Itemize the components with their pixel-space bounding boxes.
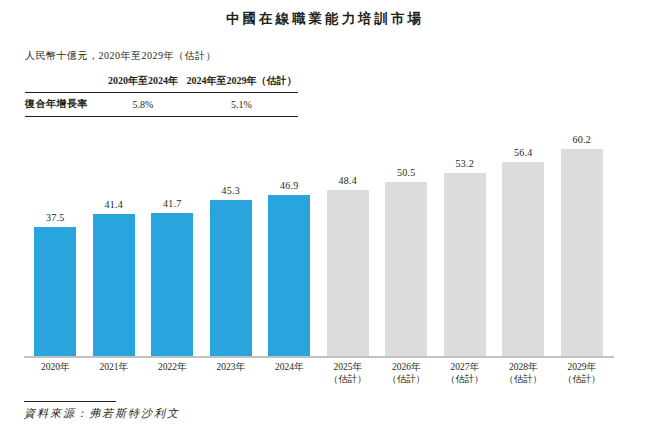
bar-historical (210, 200, 252, 356)
prospectus-chart-page: 中國在線職業能力培訓市場 人民幣十億元，2020年至2029年（估計） 2020… (0, 0, 650, 432)
cagr-table-header-row: 2020年至2024年 2024年至2029年（估計） (25, 70, 298, 93)
bar-value-label: 41.7 (163, 198, 182, 209)
page-title: 中國在線職業能力培訓市場 (0, 10, 650, 28)
bar-column: 56.4 (494, 126, 553, 356)
x-axis-line (24, 356, 614, 358)
bar-column: 50.5 (377, 126, 436, 356)
bar-estimated (444, 173, 486, 356)
cagr-table-data-row: 復合年增長率 5.8% 5.1% (25, 93, 298, 117)
cagr-value-2020-2024: 5.8% (101, 99, 185, 110)
cagr-table: 2020年至2024年 2024年至2029年（估計） 復合年增長率 5.8% … (25, 70, 298, 117)
bar-value-label: 60.2 (572, 134, 591, 145)
bar-value-label: 56.4 (514, 147, 533, 158)
x-axis-label: 2021年 (85, 362, 144, 385)
bar-estimated (327, 190, 369, 357)
bar-chart-plot-area: 37.5 41.4 41.7 45.3 46.9 48.4 50.5 53.2 56.4 60.2 (26, 126, 611, 356)
cagr-row-label: 復合年增長率 (25, 97, 101, 111)
chart-unit-note: 人民幣十億元，2020年至2029年（估計） (25, 49, 216, 63)
bar-historical (34, 227, 76, 356)
bar-column: 45.3 (202, 126, 261, 356)
bar-estimated (561, 149, 603, 356)
bar-historical (151, 213, 193, 356)
bar-value-label: 50.5 (397, 167, 416, 178)
bar-column: 37.5 (26, 126, 85, 356)
x-axis-label: 2025年 （估計） (319, 362, 378, 385)
bar-column: 53.2 (436, 126, 495, 356)
source-attribution: 資料來源：弗若斯特沙利文 (24, 406, 180, 421)
bar-column: 41.4 (85, 126, 144, 356)
bar-value-label: 53.2 (455, 158, 474, 169)
bar-column: 60.2 (553, 126, 612, 356)
bar-value-label: 41.4 (104, 199, 123, 210)
cagr-header-2024-2029: 2024年至2029年（估計） (185, 74, 298, 88)
bar-column: 41.7 (143, 126, 202, 356)
bar-historical (93, 214, 135, 356)
x-axis-label: 2026年 （估計） (377, 362, 436, 385)
bar-value-label: 48.4 (338, 175, 357, 186)
bar-value-label: 45.3 (221, 185, 240, 196)
x-axis-label: 2029年 （估計） (553, 362, 612, 385)
cagr-value-2024-2029: 5.1% (185, 99, 298, 110)
x-axis-label: 2020年 (26, 362, 85, 385)
x-axis-label: 2028年 （估計） (494, 362, 553, 385)
bar-value-label: 37.5 (46, 212, 65, 223)
bar-column: 46.9 (260, 126, 319, 356)
x-axis-label: 2027年 （估計） (436, 362, 495, 385)
x-axis-label: 2023年 (202, 362, 261, 385)
bar-estimated (385, 182, 427, 356)
bar-estimated (502, 162, 544, 356)
x-axis-label: 2022年 (143, 362, 202, 385)
bar-value-label: 46.9 (280, 180, 299, 191)
bar-historical (268, 195, 310, 356)
x-axis-label: 2024年 (260, 362, 319, 385)
bar-column: 48.4 (319, 126, 378, 356)
x-axis-labels: 2020年2021年2022年2023年2024年2025年 （估計）2026年… (26, 362, 611, 385)
cagr-header-2020-2024: 2020年至2024年 (101, 74, 185, 88)
source-divider-line (24, 401, 116, 402)
